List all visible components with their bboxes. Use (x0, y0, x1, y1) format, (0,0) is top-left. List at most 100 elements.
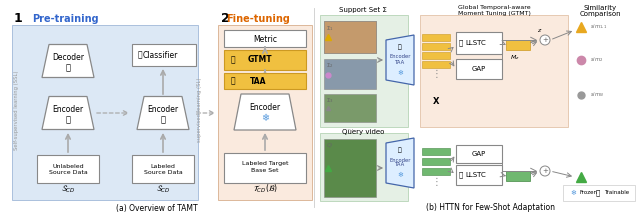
FancyBboxPatch shape (422, 158, 450, 165)
Text: 1: 1 (14, 12, 23, 26)
Text: Moment Tuning (GTMT): Moment Tuning (GTMT) (458, 11, 531, 15)
Text: Unlabeled: Unlabeled (52, 163, 84, 169)
FancyBboxPatch shape (563, 185, 635, 201)
FancyBboxPatch shape (422, 148, 450, 155)
Text: Similarity: Similarity (584, 5, 616, 11)
Circle shape (540, 35, 550, 45)
Text: $sim_{1,1}$: $sim_{1,1}$ (590, 23, 607, 31)
FancyBboxPatch shape (422, 43, 450, 50)
Text: +: + (542, 168, 548, 174)
Text: (b) HTTN for Few-Shot Adaptation: (b) HTTN for Few-Shot Adaptation (426, 204, 554, 212)
Text: Trainable: Trainable (604, 190, 629, 195)
Text: Labeled Target: Labeled Target (242, 161, 288, 166)
Text: Base Set: Base Set (252, 167, 279, 172)
Polygon shape (137, 97, 189, 129)
FancyBboxPatch shape (422, 34, 450, 41)
Text: Encoder: Encoder (147, 104, 179, 114)
FancyBboxPatch shape (132, 44, 196, 66)
FancyBboxPatch shape (506, 171, 530, 181)
Text: $Q$: $Q$ (326, 141, 333, 149)
Polygon shape (42, 97, 94, 129)
Text: 2: 2 (221, 12, 230, 26)
Text: Global Temporal-aware: Global Temporal-aware (458, 6, 531, 11)
Text: Encoder: Encoder (389, 158, 411, 163)
Text: GTMT: GTMT (248, 55, 272, 64)
Text: ❄: ❄ (261, 113, 269, 123)
Text: Classifier: Classifier (142, 51, 178, 60)
FancyBboxPatch shape (132, 155, 194, 183)
Text: Encoder: Encoder (389, 54, 411, 60)
Text: Source Data: Source Data (49, 170, 88, 175)
Text: Pre-training: Pre-training (32, 14, 99, 24)
FancyBboxPatch shape (456, 165, 502, 185)
Text: Encoder: Encoder (250, 103, 280, 112)
Text: Comparison: Comparison (579, 11, 621, 17)
Text: 🔥: 🔥 (65, 63, 70, 72)
Polygon shape (234, 94, 296, 130)
Text: $\Sigma_1$: $\Sigma_1$ (326, 24, 333, 33)
Text: Query video: Query video (342, 129, 384, 135)
FancyBboxPatch shape (218, 25, 312, 200)
Text: ❄: ❄ (397, 70, 403, 76)
Text: Fine-tuning: Fine-tuning (226, 14, 290, 24)
Text: 🔥: 🔥 (65, 115, 70, 124)
FancyBboxPatch shape (456, 145, 502, 163)
Text: 🔥: 🔥 (459, 40, 463, 46)
Text: Support Set Σ: Support Set Σ (339, 7, 387, 13)
Text: 🔥: 🔥 (161, 115, 166, 124)
Text: TAA: TAA (395, 60, 405, 64)
Text: ⋮: ⋮ (431, 177, 441, 187)
Text: 🔥: 🔥 (230, 55, 236, 64)
Polygon shape (386, 35, 414, 85)
Text: TAA: TAA (395, 163, 405, 167)
Polygon shape (42, 45, 94, 77)
FancyBboxPatch shape (506, 40, 530, 50)
Text: Encoder: Encoder (52, 104, 84, 114)
FancyBboxPatch shape (420, 15, 568, 127)
FancyBboxPatch shape (324, 139, 376, 197)
Text: $\mathcal{S}_{CD}$: $\mathcal{S}_{CD}$ (156, 183, 170, 195)
Text: Decoder: Decoder (52, 52, 84, 61)
Text: $\mathcal{S}_{CD}$: $\mathcal{S}_{CD}$ (61, 183, 76, 195)
Text: +: + (542, 37, 548, 43)
FancyBboxPatch shape (224, 153, 306, 183)
Text: $sim_{N}$: $sim_{N}$ (590, 91, 604, 100)
Text: $\Sigma_3$: $\Sigma_3$ (326, 96, 333, 105)
FancyBboxPatch shape (422, 52, 450, 59)
FancyBboxPatch shape (224, 73, 306, 89)
Text: 🔥: 🔥 (230, 77, 236, 86)
Text: supervised learning (SL): supervised learning (SL) (198, 78, 202, 142)
Circle shape (540, 166, 550, 176)
FancyBboxPatch shape (12, 25, 198, 200)
Text: $\Sigma_2$: $\Sigma_2$ (326, 61, 333, 70)
Text: $z$: $z$ (538, 26, 543, 34)
FancyBboxPatch shape (224, 30, 306, 47)
FancyBboxPatch shape (422, 61, 450, 68)
FancyBboxPatch shape (320, 15, 408, 127)
Text: ❄: ❄ (570, 190, 576, 196)
Text: 🔥: 🔥 (138, 51, 142, 60)
Text: Self-supervised learning (SSL): Self-supervised learning (SSL) (15, 70, 19, 150)
Text: ⋮: ⋮ (431, 69, 441, 79)
Text: 🔥: 🔥 (398, 147, 402, 153)
FancyBboxPatch shape (456, 32, 502, 54)
Text: Labeled: Labeled (150, 163, 175, 169)
FancyBboxPatch shape (224, 50, 306, 70)
FancyBboxPatch shape (324, 21, 376, 53)
FancyBboxPatch shape (422, 168, 450, 175)
Text: $sim_{2}$: $sim_{2}$ (590, 55, 604, 64)
Text: TAA: TAA (250, 77, 266, 86)
FancyBboxPatch shape (37, 155, 99, 183)
Text: $\mathbf{X}$: $\mathbf{X}$ (432, 95, 440, 106)
Text: Source Data: Source Data (143, 170, 182, 175)
Text: Frozen: Frozen (579, 190, 597, 195)
Text: GAP: GAP (472, 151, 486, 157)
Text: $\mathcal{T}_{CD}(\mathcal{B})$: $\mathcal{T}_{CD}(\mathcal{B})$ (253, 183, 278, 195)
Text: $M_z$: $M_z$ (510, 53, 520, 62)
Text: LLSTC: LLSTC (466, 40, 486, 46)
Text: (a) Overview of TAMT: (a) Overview of TAMT (116, 204, 198, 212)
Text: ...: ... (346, 123, 354, 132)
FancyBboxPatch shape (324, 21, 376, 53)
Text: 🔥: 🔥 (596, 190, 600, 196)
FancyBboxPatch shape (324, 59, 376, 89)
